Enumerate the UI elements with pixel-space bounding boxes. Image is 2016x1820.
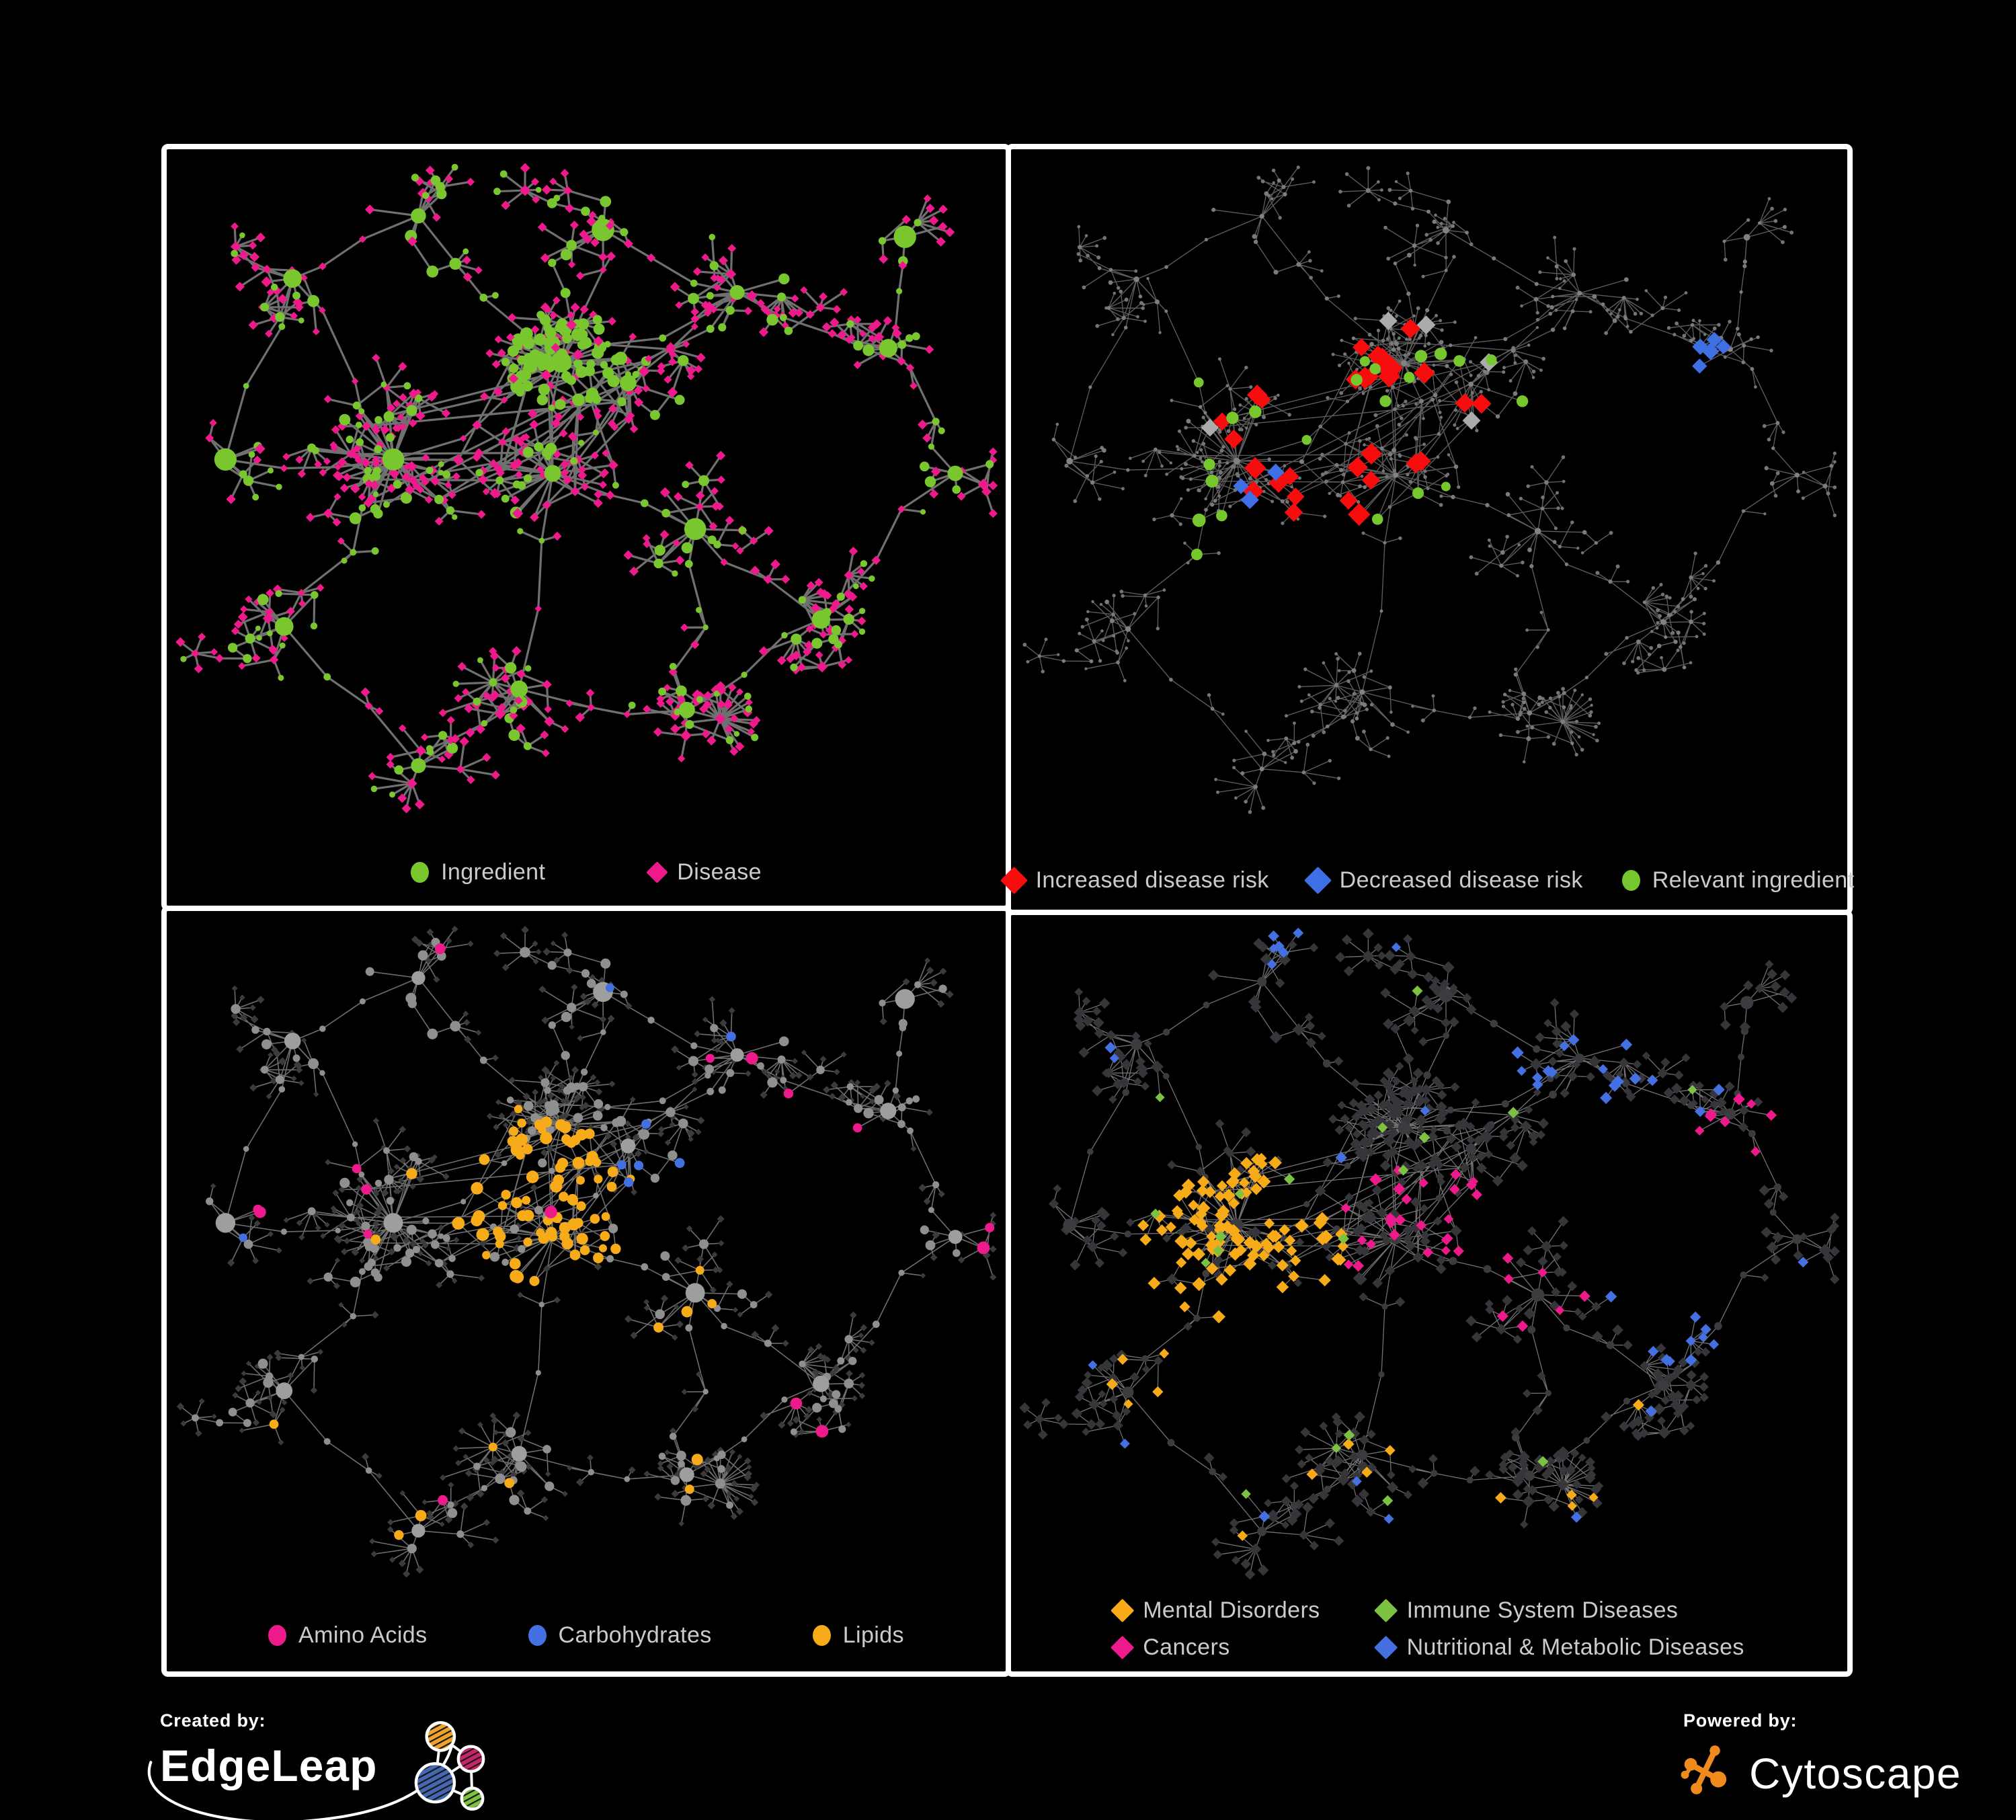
network-graph-disease-categories (1019, 927, 1841, 1580)
nodes-diamond (1233, 463, 1285, 510)
diamond-marker (1111, 1598, 1135, 1623)
circle-marker (1621, 870, 1640, 891)
nodes-diamond (1201, 311, 1498, 437)
diamond-marker (1303, 866, 1332, 895)
edgeleap-logo-icon (415, 1721, 485, 1811)
legend-label: Lipids (842, 1622, 904, 1648)
nodes-diamond (1088, 942, 1809, 1524)
panel-disease-categories: Mental Disorders Immune System Diseases Ca… (1006, 910, 1853, 1677)
cytoscape-brand-row: Cytoscape (1679, 1733, 1962, 1815)
panel-disease-risk: Increased disease risk Decreased disease … (1000, 144, 1854, 915)
legend-label: Cancers (1143, 1634, 1230, 1660)
legend-label: Ingredient (441, 859, 546, 885)
legend-label: Increased disease risk (1035, 867, 1269, 893)
nodes-diamond (1137, 1152, 1349, 1324)
legend-item-relevant-ingredient: Relevant ingredient (1621, 867, 1855, 894)
nodes-circle (243, 998, 940, 1509)
network-graph-ingredient-disease (175, 163, 998, 814)
legend-label: Immune System Diseases (1406, 1597, 1679, 1623)
circle-marker (528, 1625, 547, 1646)
legend-label: Disease (677, 859, 762, 885)
legend-label: Carbohydrates (558, 1622, 712, 1648)
edges (1024, 167, 1836, 812)
nodes-diamond (1496, 1253, 1590, 1332)
created-by-block: Created by: EdgeLeap (147, 1710, 510, 1820)
legend-item-nutritional-metabolic-diseases: Nutritional & Metabolic Diseases (1374, 1634, 1744, 1661)
legend-item-mental-disorders: Mental Disorders (1111, 1597, 1320, 1624)
diamond-marker (1374, 1635, 1398, 1660)
diamond-marker (1111, 1635, 1135, 1660)
legend-item-lipids: Lipids (812, 1622, 904, 1649)
nodes-diamond (1266, 927, 1304, 970)
cytoscape-logo-icon (1681, 1745, 1727, 1794)
legend-item-disease: Disease (646, 859, 762, 885)
nodes-diamond (1511, 1034, 1725, 1117)
nodes-circle (215, 971, 963, 1538)
diamond-marker (646, 861, 669, 883)
legend-label: Amino Acids (298, 1622, 428, 1648)
created-by-label: Created by: (160, 1710, 266, 1731)
network-graph-nutrients (176, 925, 997, 1578)
nodes-diamond (1035, 949, 1837, 1555)
legend-item-cancers: Cancers (1111, 1634, 1320, 1661)
cytoscape-wordmark: Cytoscape (1749, 1749, 1962, 1798)
legend-nutrients: Amino Acids Carbohydrates Lipids (167, 1622, 1006, 1649)
powered-by-block: Powered by: Cytoscape (1679, 1710, 1962, 1818)
circle-marker (268, 1625, 287, 1646)
legend-disease-risk: Increased disease risk Decreased disease … (1000, 866, 1854, 895)
legend-disease-categories: Mental Disorders Immune System Diseases Ca… (1111, 1597, 1744, 1661)
diamond-marker (1000, 866, 1028, 895)
edgeleap-node-green (460, 1786, 485, 1811)
panel-nutrients: Amino Acids Carbohydrates Lipids (161, 906, 1011, 1677)
legend-label: Relevant ingredient (1652, 867, 1855, 893)
diamond-marker (1374, 1598, 1398, 1623)
edgeleap-node-orange (425, 1721, 456, 1752)
edgeleap-node-magenta (457, 1745, 485, 1774)
nodes-diamond (1648, 1311, 1720, 1367)
legend-item-increased-disease-risk: Increased disease risk (1000, 866, 1269, 895)
legend-item-decreased-disease-risk: Decreased disease risk (1303, 866, 1583, 895)
edgeleap-wordmark: EdgeLeap (160, 1741, 378, 1790)
circle-marker (411, 862, 430, 883)
legend-label: Decreased disease risk (1339, 867, 1583, 893)
nodes-circle (452, 1116, 635, 1286)
nodes-circle (243, 279, 940, 727)
legend-item-amino-acids: Amino Acids (268, 1622, 427, 1649)
circle-marker (812, 1625, 831, 1646)
nodes-circle (617, 1158, 685, 1187)
nodes-circle (239, 983, 736, 1242)
legend-label: Nutritional & Metabolic Diseases (1406, 1634, 1744, 1660)
legend-ingredient-disease: Ingredient Disease (167, 859, 1006, 885)
legend-label: Mental Disorders (1143, 1597, 1320, 1623)
nodes-circle (1022, 165, 1837, 814)
powered-by-label: Powered by: (1683, 1710, 1798, 1731)
network-graph-disease-risk (1022, 165, 1837, 814)
nodes-diamond (1106, 1348, 1170, 1409)
nodes-circle (227, 175, 994, 775)
nodes-diamond (1213, 319, 1492, 526)
panel-ingredient-disease: Ingredient Disease (161, 144, 1011, 911)
nodes-diamond (175, 163, 998, 814)
nodes-diamond (1237, 1399, 1644, 1541)
nodes-circle (1063, 977, 1802, 1536)
legend-item-immune-system-diseases: Immune System Diseases (1374, 1597, 1744, 1624)
edgeleap-brand-row: EdgeLeap (160, 1721, 510, 1820)
nodes-diamond (1692, 331, 1731, 374)
nodes-circle (214, 208, 963, 773)
legend-item-carbohydrates: Carbohydrates (528, 1622, 712, 1649)
legend-item-ingredient: Ingredient (411, 859, 545, 885)
edgeleap-node-blue (415, 1762, 456, 1804)
nodes-circle (501, 311, 628, 410)
nodes-circle (1088, 237, 1780, 746)
